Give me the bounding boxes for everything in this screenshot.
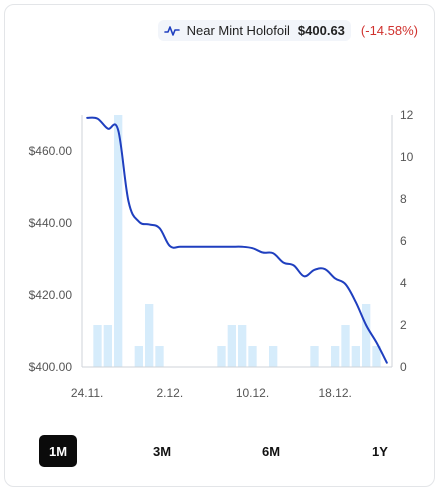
axis-ticks: $400.00 $420.00 $440.00 $460.00 0 2 4 6 8 10 12 24.…	[29, 108, 414, 400]
volume-bar-26	[351, 346, 360, 367]
x-tick-label: 10.12.	[236, 386, 269, 400]
volume-bar-5	[134, 346, 143, 367]
right-tick-label: 6	[400, 234, 407, 248]
legend-price: $400.63	[297, 23, 345, 38]
range-6m-button[interactable]: 6M	[252, 435, 290, 467]
volume-bars	[93, 115, 381, 367]
right-tick-label: 0	[400, 360, 407, 374]
chart-legend[interactable]: Near Mint Holofoil $400.63 (-14.58%)	[157, 20, 418, 41]
left-tick-label: $460.00	[29, 144, 73, 158]
right-tick-label: 10	[400, 150, 414, 164]
volume-bar-16	[248, 346, 257, 367]
x-tick-label: 2.12.	[156, 386, 183, 400]
volume-bar-13	[217, 346, 226, 367]
price-history-card	[4, 4, 435, 487]
left-tick-label: $440.00	[29, 216, 73, 230]
volume-bar-3	[114, 115, 123, 367]
price-line-layer	[86, 116, 388, 364]
line-chart-icon	[163, 25, 180, 36]
volume-bar-22	[310, 346, 319, 367]
price-chart: $400.00 $420.00 $440.00 $460.00 0 2 4 6 8 10 12 24.…	[29, 108, 414, 400]
right-tick-label: 2	[400, 318, 407, 332]
legend-pill[interactable]: Near Mint Holofoil $400.63	[157, 20, 351, 41]
right-tick-label: 4	[400, 276, 407, 290]
x-tick-label: 18.12.	[318, 386, 351, 400]
legend-change: (-14.58%)	[360, 23, 418, 38]
right-tick-label: 8	[400, 192, 407, 206]
price-line	[86, 116, 388, 364]
volume-bar-2	[103, 325, 112, 367]
range-1y-button[interactable]: 1Y	[362, 435, 398, 467]
x-tick-label: 24.11.	[71, 386, 103, 400]
range-1m-button[interactable]: 1M	[39, 435, 78, 467]
right-tick-label: 12	[400, 108, 414, 122]
volume-bar-18	[269, 346, 278, 367]
legend-series-name: Near Mint Holofoil	[186, 23, 290, 38]
volume-bar-24	[331, 346, 340, 367]
volume-bar-14	[227, 325, 236, 367]
volume-bar-25	[341, 325, 350, 367]
volume-bar-28	[372, 346, 381, 367]
volume-bar-15	[238, 325, 247, 367]
volume-bar-7	[155, 346, 164, 367]
volume-bar-1	[93, 325, 102, 367]
volume-bar-27	[362, 304, 371, 367]
range-3m-button[interactable]: 3M	[143, 435, 181, 467]
left-tick-label: $420.00	[29, 288, 73, 302]
volume-bar-6	[145, 304, 154, 367]
left-tick-label: $400.00	[29, 360, 73, 374]
